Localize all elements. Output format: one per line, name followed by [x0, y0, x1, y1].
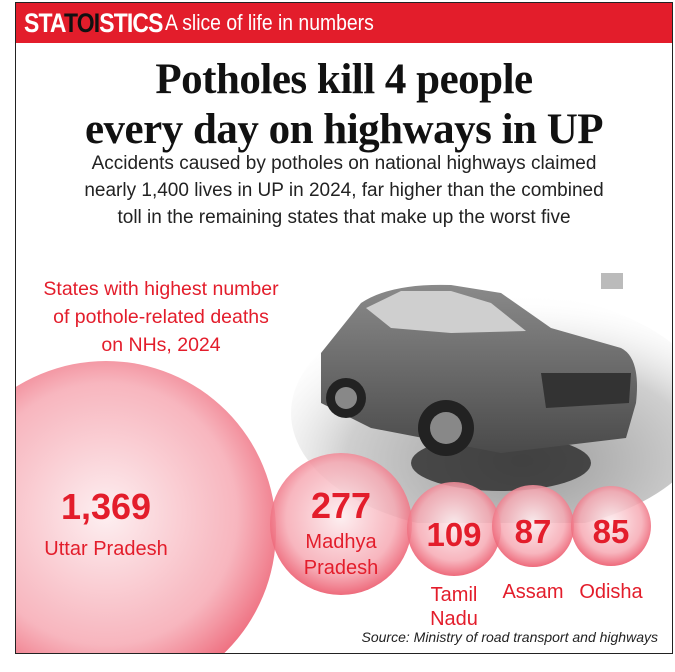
value-label: 109 — [426, 516, 481, 553]
subtitle: Accidents caused by potholes on national… — [16, 150, 672, 231]
value-label: 85 — [593, 513, 630, 550]
car-illustration — [291, 273, 672, 523]
chart-title-line: States with highest number — [43, 278, 279, 300]
chart-title-line: of pothole-related deaths — [53, 306, 269, 328]
category-label: Tamil — [431, 584, 478, 606]
value-label: 1,369 — [61, 486, 151, 527]
category-label: Pradesh — [304, 557, 379, 579]
bubble — [407, 482, 501, 576]
bubble — [492, 485, 574, 567]
category-label: Assam — [502, 581, 563, 603]
bubble-chart: 1,369 Uttar Pradesh 277 Madhya Pradesh 109 Tam… — [16, 361, 651, 653]
bubble — [270, 453, 412, 595]
subtitle-line: Accidents caused by potholes on national… — [91, 153, 597, 174]
category-label: Uttar Pradesh — [44, 538, 167, 560]
brand-logo: STATOISTICS — [24, 7, 163, 38]
category-label: Madhya — [305, 531, 377, 553]
bubble — [16, 361, 276, 653]
headline: Potholes kill 4 people every day on high… — [16, 55, 672, 155]
bubble — [571, 486, 651, 566]
category-label: Nadu — [430, 608, 478, 630]
chart-title: States with highest number of pothole-re… — [30, 275, 292, 359]
value-label: 87 — [515, 513, 552, 550]
value-label: 277 — [311, 485, 371, 526]
tagline: A slice of life in numbers — [165, 10, 374, 35]
header-banner: STATOISTICS A slice of life in numbers — [16, 3, 672, 43]
headline-line: Potholes kill 4 people — [155, 56, 533, 103]
subtitle-line: nearly 1,400 lives in UP in 2024, far hi… — [84, 180, 604, 201]
infographic: STATOISTICS A slice of life in numbers P… — [15, 2, 673, 654]
category-label: Odisha — [579, 581, 643, 603]
subtitle-line: toll in the remaining states that make u… — [117, 207, 571, 228]
chart-title-line: on NHs, 2024 — [101, 334, 221, 356]
headline-line: every day on highways in UP — [84, 106, 604, 153]
source-note: Source: Ministry of road transport and h… — [361, 629, 658, 645]
